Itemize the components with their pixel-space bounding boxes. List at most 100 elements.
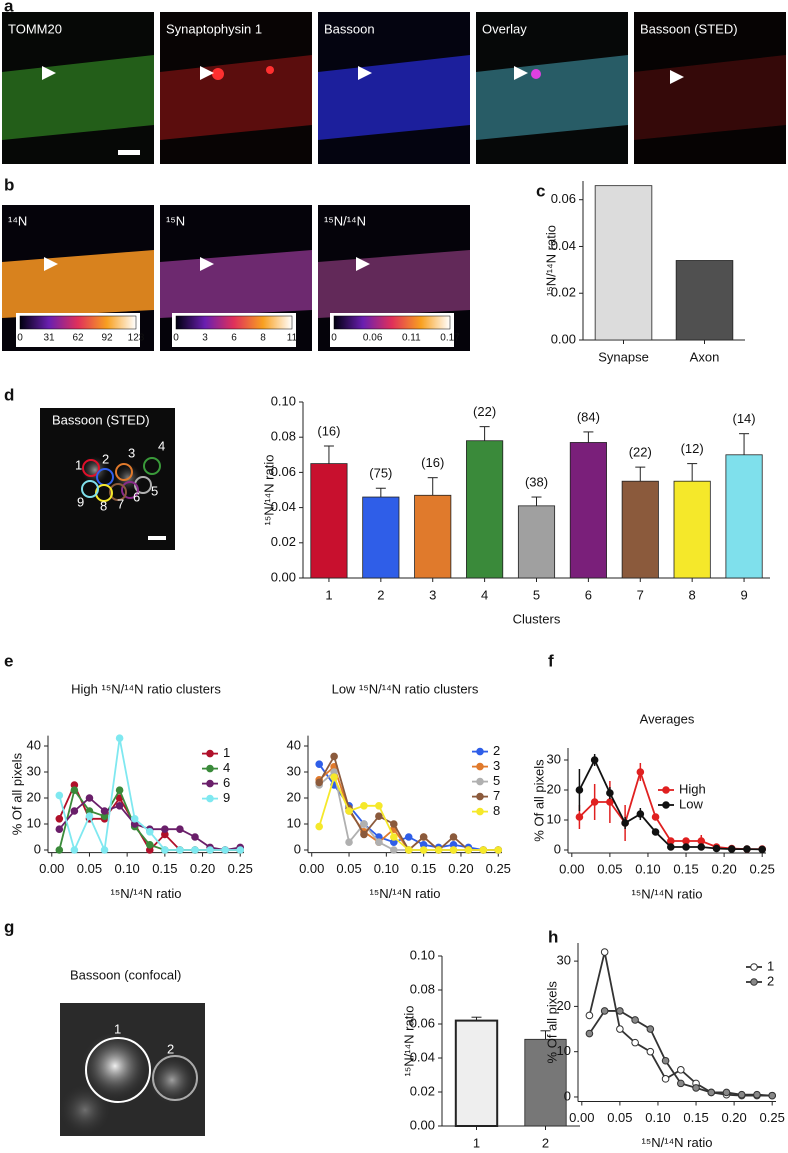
- marker: [697, 843, 706, 851]
- colorbar-label: 0.17: [440, 333, 460, 344]
- x-tick-label: 0.20: [721, 1110, 746, 1125]
- y-tick-label: 0.02: [410, 1083, 435, 1098]
- panel-label: e: [4, 651, 13, 670]
- bar: [524, 1038, 567, 1127]
- y-tick-label: 10: [557, 1043, 571, 1058]
- marker: [636, 768, 645, 776]
- x-tick-label: 0.10: [374, 861, 399, 876]
- y-tick-label: 0.10: [271, 393, 296, 408]
- y-tick-label: 0: [34, 841, 41, 856]
- y-tick-label: 0.00: [551, 331, 576, 346]
- legend-label: 6: [223, 775, 230, 790]
- bar: [594, 185, 653, 341]
- marker: [590, 756, 599, 764]
- marker: [606, 789, 614, 797]
- marker: [692, 1084, 700, 1092]
- x-tick-label: 0.05: [77, 861, 102, 876]
- y-tick-label: 0: [554, 841, 561, 856]
- image-title: ¹⁵N: [166, 213, 185, 228]
- marker: [145, 828, 154, 836]
- legend-marker: [476, 792, 484, 801]
- panel-label: a: [4, 0, 14, 15]
- marker: [590, 798, 599, 806]
- x-tick-label: 8: [689, 587, 696, 602]
- marker: [345, 838, 353, 847]
- annotation: (38): [525, 474, 548, 489]
- marker: [651, 813, 660, 821]
- colorbar-label: 11: [287, 333, 298, 344]
- marker: [434, 846, 443, 854]
- x-tick-label: 1: [325, 587, 332, 602]
- x-tick-label: 2: [377, 587, 384, 602]
- marker: [722, 1088, 731, 1097]
- image-title: ¹⁴N: [8, 213, 27, 228]
- x-tick-label: 9: [740, 587, 747, 602]
- marker: [616, 1025, 624, 1033]
- marker: [191, 846, 199, 854]
- image-panel: Bassoon (STED): [634, 12, 786, 164]
- y-tick-label: 0.02: [271, 534, 296, 549]
- panel-label: c: [536, 181, 545, 200]
- y-tick-label: 0.04: [271, 499, 296, 514]
- marker: [330, 752, 338, 761]
- y-axis-label: ¹⁵N/¹⁴N ratio: [261, 455, 276, 526]
- image-panel: Bassoon: [318, 12, 470, 164]
- bar: [621, 480, 659, 579]
- image-title: Bassoon (confocal): [70, 967, 181, 982]
- image-title: Bassoon (STED): [640, 21, 738, 36]
- marker: [390, 820, 398, 828]
- legend-label: 5: [493, 773, 500, 788]
- cluster-label: 6: [133, 489, 140, 504]
- x-tick-label: 0.25: [760, 1110, 785, 1125]
- marker: [360, 830, 368, 839]
- y-tick-label: 0.06: [551, 191, 576, 206]
- image-panel: ¹⁴N: [2, 205, 154, 351]
- marker: [600, 1007, 609, 1015]
- panel-label: h: [548, 927, 558, 946]
- colorbar-label: 62: [72, 333, 84, 344]
- annotation: (16): [317, 423, 340, 438]
- x-tick-label: 0.00: [569, 1110, 594, 1125]
- x-tick-label: Axon: [690, 349, 720, 364]
- y-tick-label: 0.00: [410, 1117, 435, 1132]
- legend-marker: [662, 786, 670, 794]
- legend-label: 4: [223, 760, 230, 775]
- marker: [631, 1038, 639, 1047]
- colorbar-label: 92: [101, 333, 113, 344]
- y-axis-label: ¹⁵N/¹⁴N ratio: [401, 1006, 416, 1077]
- y-tick-label: 20: [287, 789, 301, 804]
- y-axis-label: % Of all pixels: [544, 981, 559, 1064]
- cluster-label: 1: [75, 457, 82, 472]
- image-title: Overlay: [482, 21, 527, 36]
- colorbar-label: 123: [128, 333, 145, 344]
- bar: [454, 1019, 499, 1127]
- marker: [330, 773, 338, 782]
- marker: [161, 846, 169, 854]
- x-tick-label: 0.25: [486, 861, 511, 876]
- annotation: (22): [629, 445, 652, 460]
- x-tick-label: 0.10: [635, 861, 660, 876]
- panel-label: d: [4, 385, 14, 404]
- x-tick-label: 3: [429, 587, 436, 602]
- marker: [753, 1090, 761, 1099]
- marker: [360, 802, 368, 810]
- marker: [419, 833, 428, 841]
- y-tick-label: 10: [287, 815, 301, 830]
- bar: [414, 494, 452, 579]
- marker: [712, 844, 721, 853]
- marker: [315, 822, 323, 831]
- panel-label: g: [4, 917, 14, 936]
- x-tick-label: 0.00: [39, 861, 64, 876]
- legend-label: 9: [223, 790, 230, 805]
- image-title: Bassoon (STED): [52, 412, 150, 427]
- marker: [85, 812, 94, 821]
- y-tick-label: 40: [27, 737, 41, 752]
- cluster-label: 1: [114, 1021, 121, 1036]
- marker: [646, 1025, 655, 1033]
- series-line: [588, 951, 773, 1097]
- bar: [725, 454, 763, 579]
- y-tick-label: 40: [287, 737, 301, 752]
- cluster-label: 5: [151, 483, 158, 498]
- y-tick-label: 30: [557, 953, 571, 968]
- image-panel: TOMM20: [2, 12, 154, 164]
